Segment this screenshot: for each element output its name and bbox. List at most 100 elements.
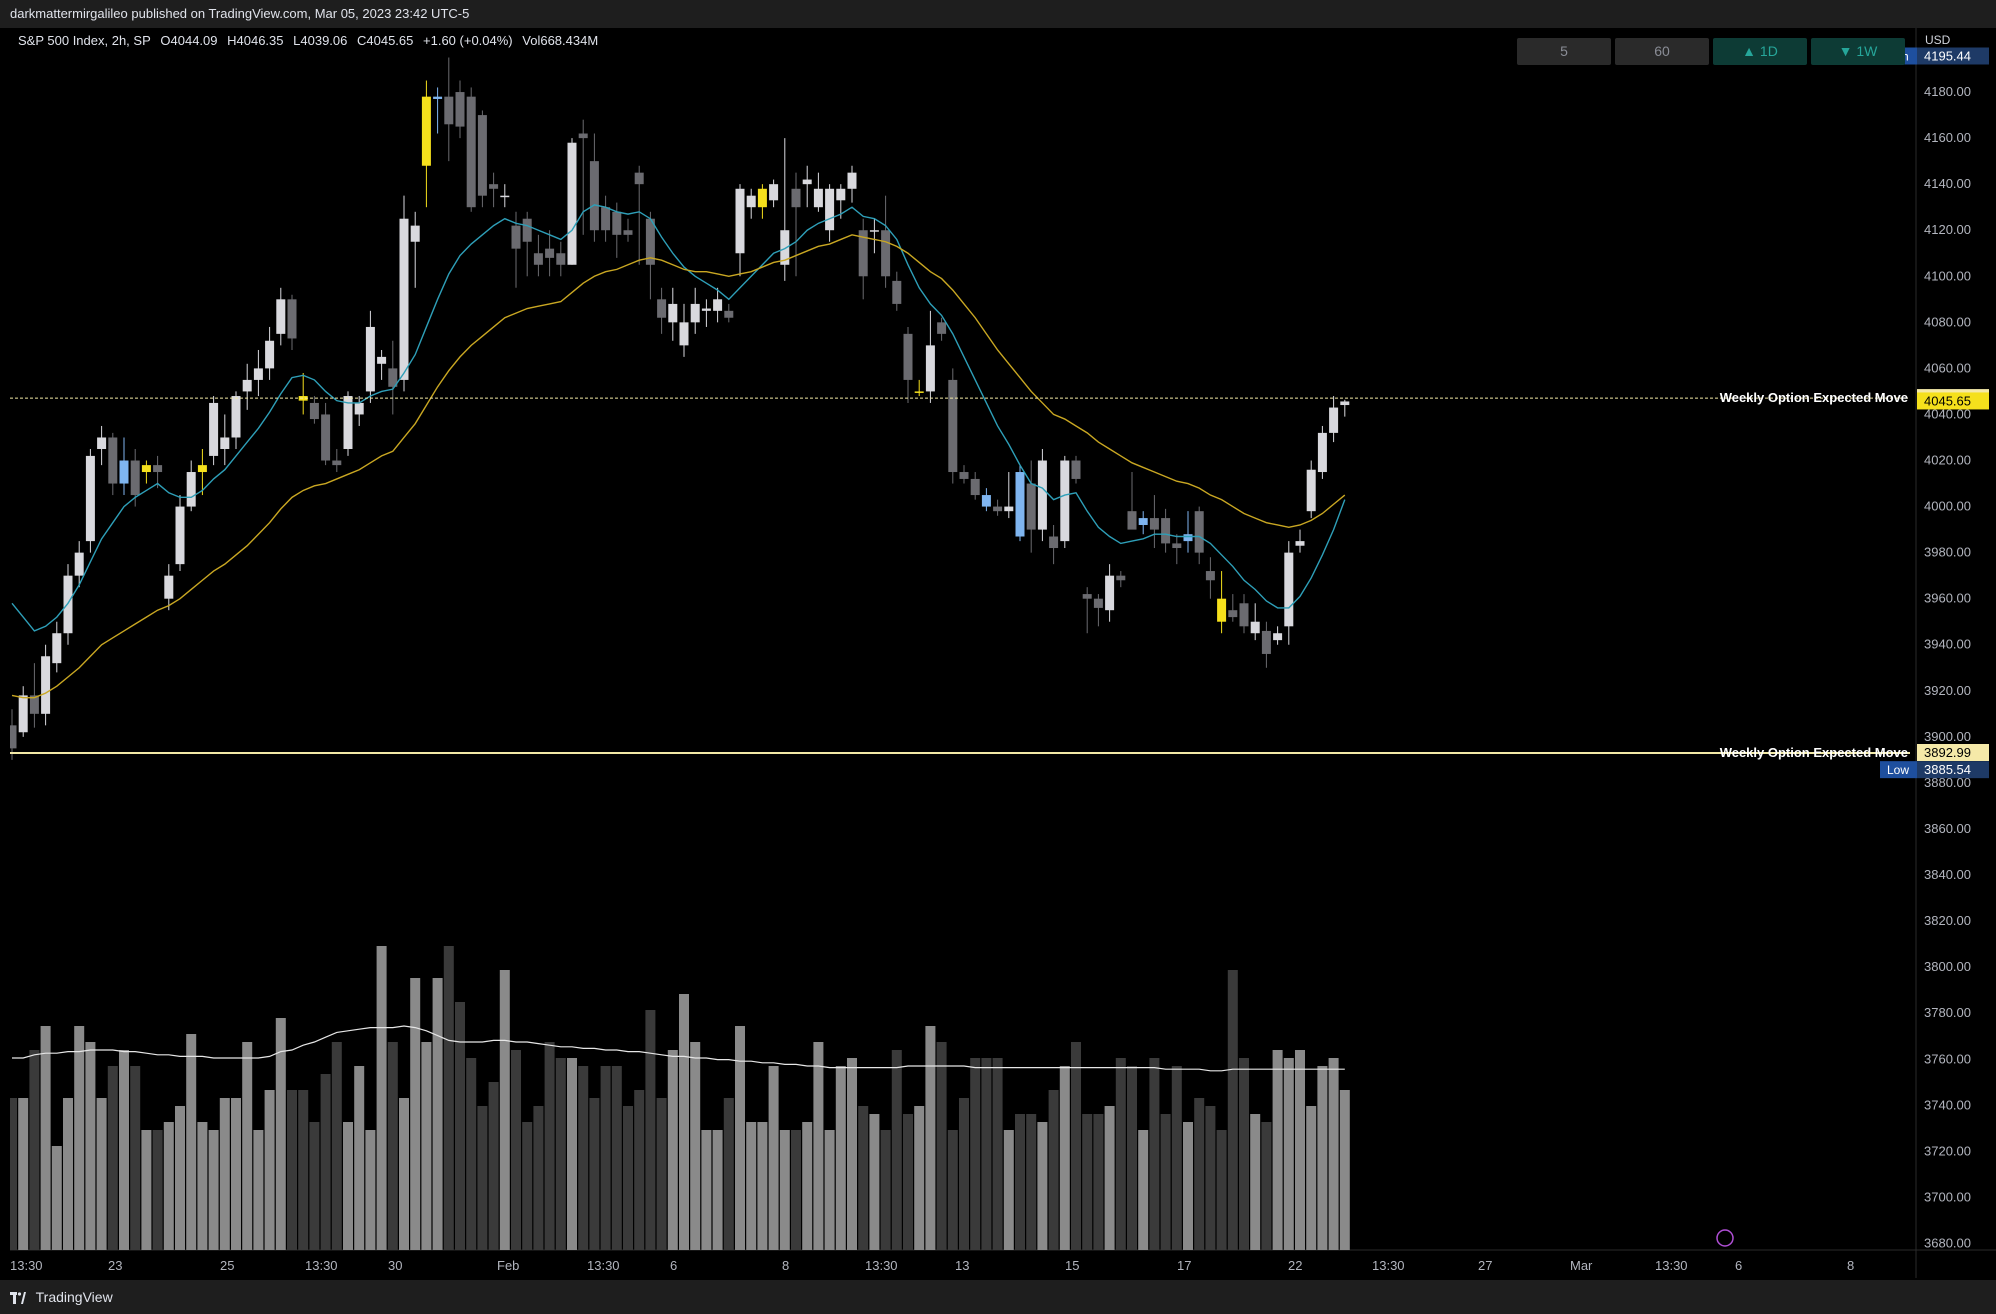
volume-bar [869,1114,880,1250]
symbol-name[interactable]: S&P 500 Index, 2h, SP [18,33,151,48]
volume-bar [903,1114,913,1250]
candle-body [735,188,745,254]
price-tick-label: 4180.00 [1924,84,1971,99]
volume-bar [1194,1098,1205,1250]
candle-body [321,414,331,461]
timeframe-1w-button[interactable]: ▼ 1W [1811,38,1905,65]
volume-bar [1149,1058,1160,1250]
candle-body [1149,518,1159,530]
volume-bar [29,1050,40,1250]
volume-bar [455,1002,465,1250]
time-axis[interactable]: 13:30 23 25 13:30 30 Feb 13:30 6 8 13:30 13 15 17 22 1… [10,1229,1854,1273]
candle-body [1082,594,1092,599]
candle-body [242,379,252,392]
chart-area[interactable]: Weekly Option Expected Move Weekly Option… [7,28,1996,1278]
candle-body [197,465,207,473]
candle-body [634,172,644,185]
symbol-legend[interactable]: S&P 500 Index, 2h, SP O4044.09 H4046.35 … [18,33,604,48]
volume-bar [231,1098,241,1250]
volume-bar [1171,1066,1182,1250]
price-tick-label: 3680.00 [1924,1235,1971,1250]
candles [7,57,1350,760]
expected-move-lines: Weekly Option Expected Move Weekly Option… [10,390,1910,760]
candle-body [959,472,969,479]
candle-body [701,308,711,311]
volume-bar [667,1050,678,1250]
candle-body [836,188,846,201]
candle-body [645,218,655,265]
candle-body [858,230,868,277]
volume-bar [432,978,443,1250]
volume-bar [555,1058,566,1250]
price-tick-label: 4100.00 [1924,268,1971,283]
currency-label: USD [1925,33,1951,47]
timeframe-60-button[interactable]: 60 [1615,38,1709,65]
volume-bar [1160,1114,1171,1250]
candle-body [97,437,107,449]
volume-bar [701,1130,712,1250]
volume-bar [331,1042,342,1250]
price-tick-label: 3720.00 [1924,1143,1971,1158]
candle-body [769,184,779,201]
candle-body [1026,483,1036,530]
volume-bar [242,1042,253,1250]
volume-bars [7,946,1350,1250]
candle-body [63,575,73,634]
candle-body [108,437,118,484]
timeframe-1d-button[interactable]: ▲ 1D [1713,38,1807,65]
volume-bar [1183,1122,1193,1250]
volume-bar [1093,1114,1104,1250]
candle-body [433,96,443,99]
candle-body [1261,630,1271,654]
candle-body [1295,541,1305,546]
price-chart[interactable]: Weekly Option Expected Move Weekly Option… [7,28,1996,1278]
candle-body [657,299,667,318]
candle-body [388,368,398,387]
candle-body [354,402,364,415]
volume-bar [1306,1106,1317,1250]
volume-bar [18,1098,29,1250]
candle-body [399,218,409,380]
volume-bar [1003,1130,1014,1250]
price-axis[interactable]: 4180.00 4160.00 4140.00 4120.00 4100.00 4080.… [1880,47,1989,1251]
volume-bar [107,1066,118,1250]
candle-body [1217,598,1227,622]
candle-body [18,695,28,733]
volume-bar [387,1042,398,1250]
time-tick-label: 13:30 [1655,1258,1688,1273]
candle-body [1284,552,1294,627]
candle-body [500,195,510,198]
candle-body [1250,621,1260,634]
time-tick-label: 6 [1735,1258,1742,1273]
footer-brand[interactable]: TradingView [35,1289,113,1305]
candle-body [1329,407,1339,433]
volume-bar [858,1106,869,1250]
candle-body [925,345,935,392]
volume-bar [466,1058,477,1250]
volume-bar [1059,1066,1070,1250]
volume-bar [1261,1122,1272,1250]
timeframe-5-button[interactable]: 5 [1517,38,1611,65]
volume-bar [634,1090,645,1250]
volume-bar [813,1042,824,1250]
volume-bar [578,1066,589,1250]
volume-bar [163,1122,174,1250]
volume-bar [1239,1058,1249,1250]
candle-body [511,225,521,249]
volume-bar [970,1058,981,1250]
volume-bar [992,1058,1003,1250]
volume-bar [600,1066,611,1250]
volume-bar [802,1122,813,1250]
candle-body [1172,543,1182,549]
volume-bar [253,1130,264,1250]
volume-bar [40,1026,51,1250]
low-tag-bg [1880,761,1917,779]
candle-body [421,96,431,166]
time-tick-label: 6 [670,1258,677,1273]
volume-bar [735,1026,745,1250]
candle-body [1093,598,1103,608]
volume-bar [947,1130,958,1250]
volume-bar [320,1074,331,1250]
candle-body [780,230,790,265]
volume-bar [925,1026,936,1250]
